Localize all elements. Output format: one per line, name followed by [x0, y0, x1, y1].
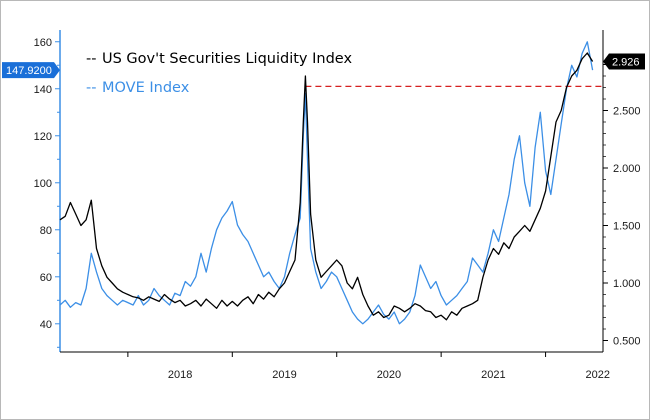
series-line-liquidity-index: [59, 52, 594, 321]
x-axis-tick-label: 2020: [377, 369, 401, 381]
legend-entry-liquidity-index: US Gov't Securities Liquidity Index: [102, 51, 352, 67]
left-last-value-tag-bg: [2, 62, 60, 79]
right-axis-tick-label: 0.500: [613, 336, 641, 348]
x-axis-tick-label: 2022: [586, 369, 610, 381]
x-axis-tick-label: 2019: [272, 369, 296, 381]
left-axis-tick-label: 60: [40, 272, 52, 284]
left-axis-tick-label: 140: [34, 84, 52, 96]
right-axis-tick-label: 2.500: [613, 106, 641, 118]
series-line-move-index: [59, 41, 594, 325]
x-axis-tick-label: 2021: [481, 369, 505, 381]
right-axis-tick-label: 1.500: [613, 221, 641, 233]
legend-dash-move: --: [86, 80, 96, 96]
left-axis-tick-label: 40: [40, 319, 52, 331]
legend-entry-move-index: MOVE Index: [102, 80, 190, 96]
right-last-value-tag-bg: [603, 53, 645, 70]
x-axis-tick-label: 2018: [168, 369, 192, 381]
series-group: [59, 41, 594, 325]
left-axis-tick-label: 160: [34, 37, 52, 49]
left-axis-tick-label: 80: [40, 225, 52, 237]
left-axis-tick-label: 120: [34, 131, 52, 143]
right-axis-tick-label: 2.000: [613, 163, 641, 175]
left-axis-tick-label: 100: [34, 178, 52, 190]
legend-dash-liquidity: --: [86, 51, 96, 67]
right-axis-tick-label: 1.000: [613, 278, 641, 290]
right-last-value-tag-label: 2.926: [612, 57, 640, 69]
left-last-value-tag-label: 147.9200: [6, 65, 52, 77]
legend: -- US Gov't Securities Liquidity Index -…: [86, 51, 352, 96]
last-value-tags: 147.9200 2.926: [2, 53, 645, 79]
